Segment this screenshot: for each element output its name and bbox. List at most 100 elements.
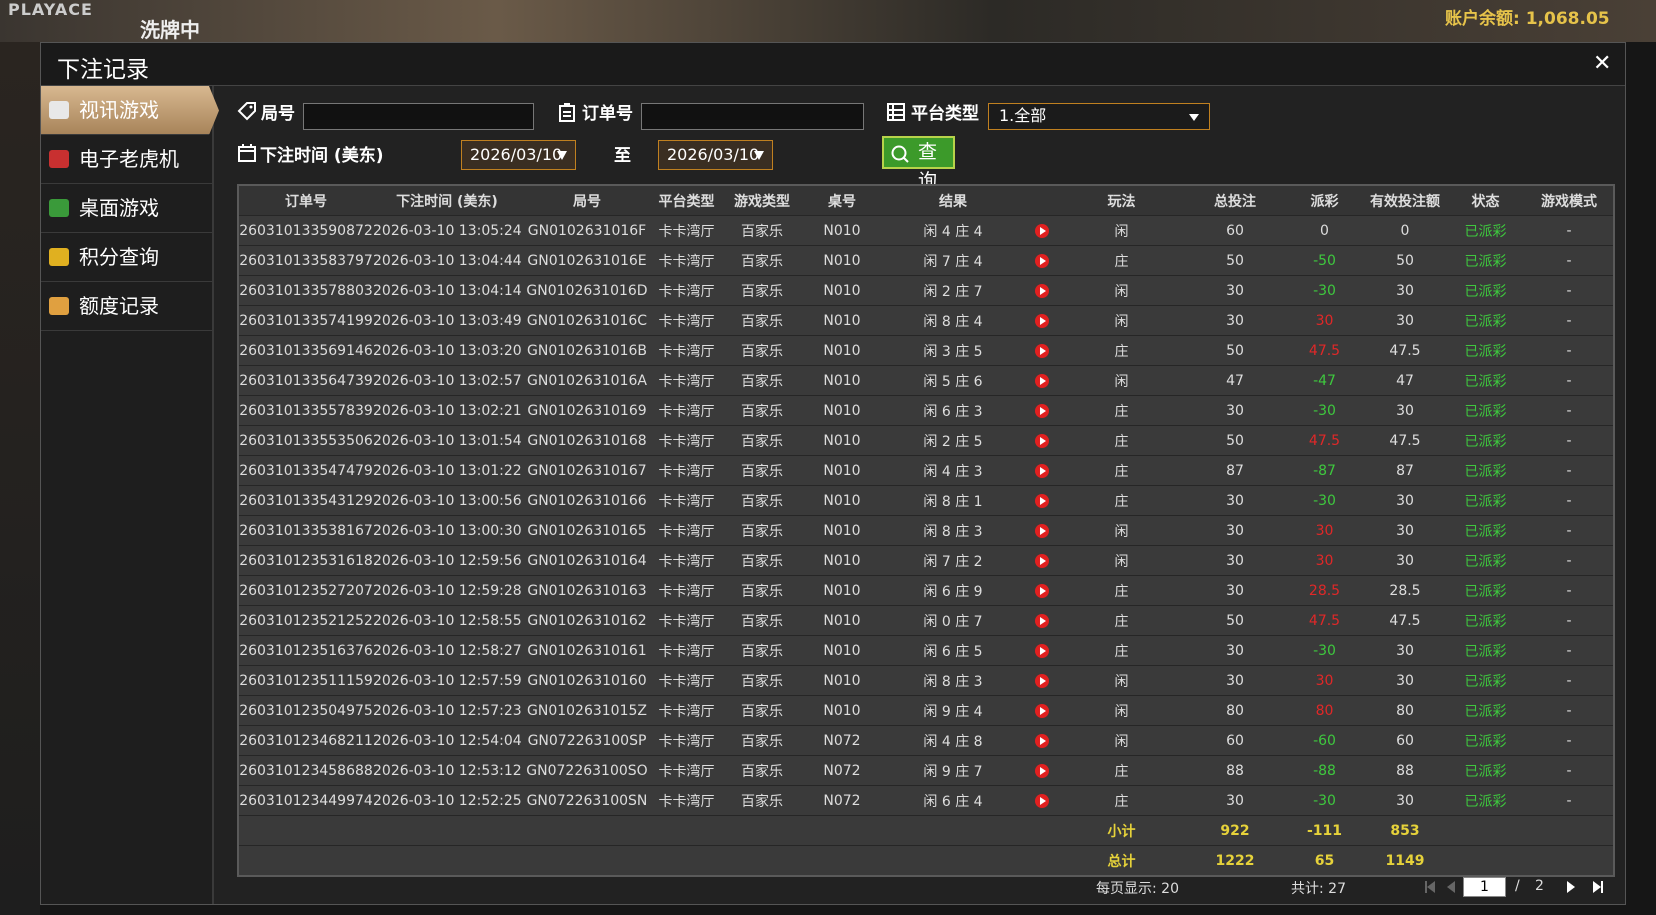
cell: 闲 9 庄 7 [880,755,1026,786]
cell: 30 [1364,665,1446,696]
replay-icon[interactable] [1026,425,1058,456]
summary-value: -111 [1285,815,1364,846]
header-row: 订单号 下注时间 (美东) 局号 平台类型 游戏类型 桌号 结果 玩法 总投注 派彩 有效投注额 状态… [238,185,1614,216]
cell: 闲 2 庄 7 [880,275,1026,306]
cell: - [1525,335,1614,366]
replay-icon[interactable] [1026,605,1058,636]
search-button[interactable]: 查询 [882,136,955,192]
replay-icon[interactable] [1026,275,1058,306]
bet-table: 订单号 下注时间 (美东) 局号 平台类型 游戏类型 桌号 结果 玩法 总投注 派彩 有效投注额 状态… [237,184,1615,877]
cell: 庄 [1058,785,1185,816]
cell: 百家乐 [720,785,804,816]
replay-icon[interactable] [1026,395,1058,426]
cell: - [1525,545,1614,576]
sidebar-item[interactable]: 桌面游戏 [41,184,212,233]
cell: 2026-03-10 12:57:23 [373,695,521,726]
date-to[interactable]: 2026/03/10 [658,140,773,170]
cell: 2026-03-10 13:04:44 [373,245,521,276]
sidebar-item[interactable]: 视讯游戏 [41,86,219,135]
cell: 闲 8 庄 4 [880,305,1026,336]
order-input[interactable] [641,103,864,130]
cell: 2026-03-10 12:58:55 [373,605,521,636]
cell: GN01026310169 [521,395,653,426]
cell: N010 [804,245,880,276]
round-input[interactable] [303,103,534,130]
cell: GN01026310160 [521,665,653,696]
replay-icon[interactable] [1026,725,1058,756]
prev-buttons[interactable] [1423,879,1463,895]
cell: 卡卡湾厅 [653,305,720,336]
replay-dot [1035,553,1049,568]
replay-icon[interactable] [1026,515,1058,546]
sidebar-item[interactable]: 积分查询 [41,233,212,282]
replay-icon[interactable] [1026,785,1058,816]
cell: N010 [804,365,880,396]
cell: 50 [1185,425,1285,456]
cell: GN01026310166 [521,485,653,516]
cell: 30 [1364,395,1446,426]
cell: 百家乐 [720,635,804,666]
cell: 卡卡湾厅 [653,665,720,696]
cell: 50 [1185,335,1285,366]
cell: GN072263100SP [521,725,653,756]
replay-icon[interactable] [1026,695,1058,726]
cell: 卡卡湾厅 [653,215,720,246]
cell: 260310123504975 [238,695,373,726]
record-count: 共计: 27 [1291,881,1346,897]
replay-dot [1035,583,1049,598]
cell: 2026-03-10 13:00:56 [373,485,521,516]
replay-icon[interactable] [1026,635,1058,666]
replay-icon[interactable] [1026,485,1058,516]
replay-icon[interactable] [1026,215,1058,246]
game-background [0,42,40,915]
sidebar-item[interactable]: 电子老虎机 [41,135,212,184]
date-from[interactable]: 2026/03/10 [461,140,576,170]
cell: 30 [1364,635,1446,666]
replay-icon[interactable] [1026,755,1058,786]
replay-icon[interactable] [1026,305,1058,336]
cell: 30 [1185,785,1285,816]
replay-dot [1035,673,1049,688]
cell: 30 [1285,515,1364,546]
cell: 47.5 [1364,335,1446,366]
summary-label: 小计 [1058,815,1185,846]
cell: 60 [1185,215,1285,246]
close-button[interactable]: ✕ [1593,51,1612,76]
column-header: 状态 [1446,185,1525,216]
cell: 0 [1364,215,1446,246]
cell: N010 [804,575,880,606]
replay-icon[interactable] [1026,245,1058,276]
replay-icon[interactable] [1026,335,1058,366]
platform-select[interactable]: 1.全部 [988,103,1210,130]
cell: 闲 8 庄 3 [880,515,1026,546]
filter-label: 局号 [261,104,295,124]
column-header: 桌号 [804,185,880,216]
cell: 闲 3 庄 5 [880,335,1026,366]
cell: N010 [804,305,880,336]
replay-icon[interactable] [1026,365,1058,396]
replay-icon[interactable] [1026,545,1058,576]
sidebar: 视讯游戏 电子老虎机 桌面游戏 积分查询 额度记录 [41,86,219,904]
sidebar-item[interactable]: 额度记录 [41,282,212,331]
page-input[interactable]: 1 [1463,877,1506,897]
cell: 30 [1364,305,1446,336]
cell: 88 [1185,755,1285,786]
cell: 闲 9 庄 4 [880,695,1026,726]
replay-icon[interactable] [1026,455,1058,486]
replay-icon[interactable] [1026,665,1058,696]
cell: 闲 [1058,695,1185,726]
cell: 已派彩 [1446,575,1525,606]
cell: 260310133583797 [238,245,373,276]
cell: 闲 [1058,725,1185,756]
cell: GN0102631016F [521,215,653,246]
cell: 2026-03-10 13:03:49 [373,305,521,336]
cell: 庄 [1058,245,1185,276]
cell: 闲 [1058,305,1185,336]
bet-row: 260310123521252 2026-03-10 12:58:55 GN0102… [238,605,1614,636]
next-buttons[interactable] [1563,879,1607,895]
cell: 2026-03-10 13:02:57 [373,365,521,396]
title-bar: 下注记录 ✕ [41,43,1625,86]
replay-icon[interactable] [1026,575,1058,606]
cell: GN072263100SN [521,785,653,816]
cell: N010 [804,665,880,696]
